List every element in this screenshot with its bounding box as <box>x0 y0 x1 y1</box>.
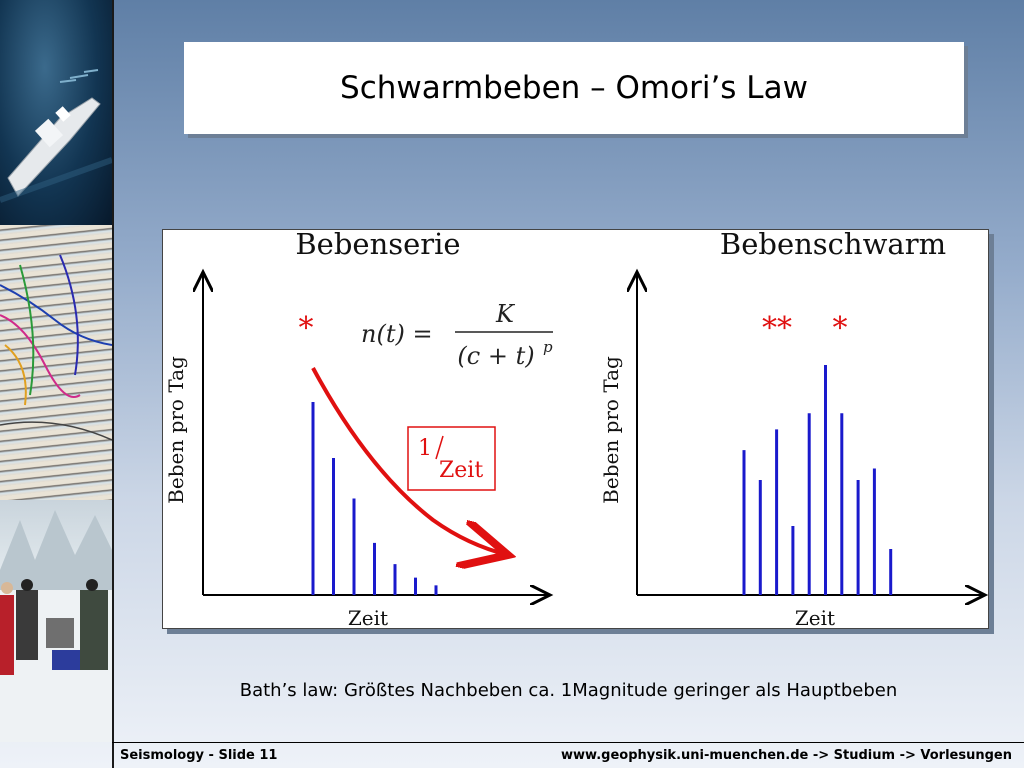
slide-title: Schwarmbeben – Omori’s Law <box>340 70 808 106</box>
footer-slide-label: Seismology - Slide 11 <box>120 748 278 763</box>
research-vessel-icon <box>0 69 112 203</box>
inverse-time-numerator: 1 <box>418 436 432 461</box>
formula-exponent: p <box>543 338 553 356</box>
inverse-time-box: 1 Zeit <box>407 426 496 491</box>
formula-lhs: n(t) = <box>361 320 433 348</box>
field-crew-icon <box>0 510 112 742</box>
seismic-section-photo <box>0 225 112 500</box>
right-bar-group <box>742 365 893 595</box>
sidebar-divider <box>112 0 114 768</box>
figure-svg: Bebenserie Bebenschwarm Beben pro Tag Ze… <box>164 230 988 628</box>
seismic-traces-icon <box>0 254 112 441</box>
formula-denominator: (c + t) <box>457 342 534 370</box>
bath-law-caption: Bath’s law: Größtes Nachbeben ca. 1Magni… <box>239 680 898 701</box>
right-x-label: Zeit <box>795 606 835 628</box>
swarm-stars-a: ** <box>762 311 792 346</box>
left-y-label: Beben pro Tag <box>164 356 188 504</box>
research-vessel-photo <box>0 0 112 225</box>
sidebar-photo-strip <box>0 0 112 742</box>
left-bar-group <box>311 402 438 595</box>
footer-url[interactable]: www.geophysik.uni-muenchen.de -> Studium… <box>561 748 1012 763</box>
decay-curve <box>311 367 508 555</box>
right-panel-title: Bebenschwarm <box>720 230 946 261</box>
left-x-label: Zeit <box>348 606 388 628</box>
inverse-time-box-frame <box>407 426 496 491</box>
swarm-stars-b: * <box>833 311 848 346</box>
inverse-time-denominator: Zeit <box>439 458 483 483</box>
left-panel-title: Bebenserie <box>295 230 460 261</box>
omori-formula: n(t) = K (c + t) p <box>361 300 553 370</box>
footer-divider <box>112 742 1024 743</box>
field-crew-photo <box>0 500 112 742</box>
formula-numerator: K <box>495 300 516 328</box>
inverse-time-slash <box>435 435 444 460</box>
main-shock-star: * <box>299 311 314 346</box>
title-box: Schwarmbeben – Omori’s Law <box>184 42 964 134</box>
right-y-label: Beben pro Tag <box>599 356 623 504</box>
omori-figure: Bebenserie Bebenschwarm Beben pro Tag Ze… <box>162 229 989 629</box>
